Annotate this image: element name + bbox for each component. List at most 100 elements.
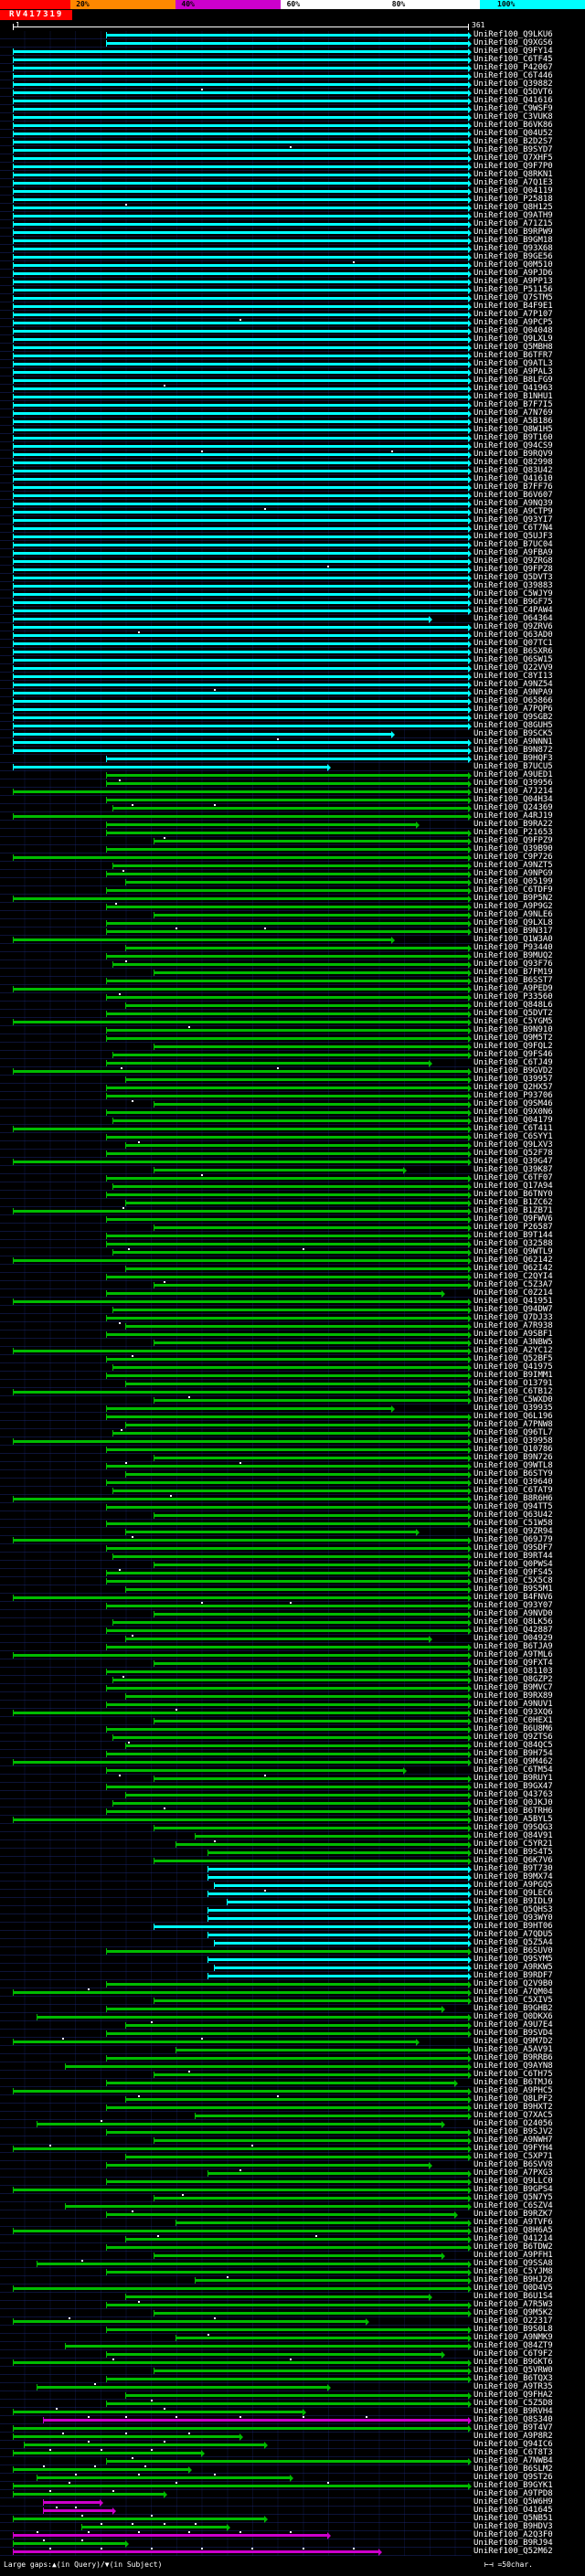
hit-label[interactable]: UniRef100_Q32588 — [473, 1239, 553, 1248]
hit-label[interactable]: UniRef100_Q8GUH5 — [473, 721, 553, 730]
hit-label[interactable]: UniRef100_C5Z3A7 — [473, 1280, 553, 1289]
hit-label[interactable]: UniRef100_B9GM18 — [473, 236, 553, 245]
hit-label[interactable]: UniRef100_B9HQF3 — [473, 754, 553, 763]
hit-label[interactable]: UniRef100_C2QYI4 — [473, 1272, 553, 1281]
hit-bar[interactable] — [153, 1339, 472, 1347]
hit-bar[interactable] — [106, 1684, 472, 1692]
hit-bar[interactable] — [112, 1799, 472, 1807]
hit-label[interactable]: UniRef100_B6TMJ6 — [473, 2078, 553, 2087]
hit-label[interactable]: UniRef100_B9HDV3 — [473, 2522, 553, 2531]
hit-label[interactable]: UniRef100_Q6K7V6 — [473, 1856, 553, 1865]
hit-label[interactable]: UniRef100_A7QM04 — [473, 1988, 553, 1997]
hit-bar[interactable] — [13, 442, 472, 451]
hit-bar[interactable] — [13, 1758, 472, 1766]
hit-bar[interactable] — [13, 360, 472, 368]
hit-bar[interactable] — [106, 1330, 472, 1339]
hit-bar[interactable] — [13, 599, 472, 607]
hit-bar[interactable] — [153, 1775, 472, 1783]
hit-label[interactable]: UniRef100_Q24369 — [473, 803, 553, 812]
hit-bar[interactable] — [13, 237, 472, 245]
hit-label[interactable]: UniRef100_Q41214 — [473, 2234, 553, 2243]
hit-bar[interactable] — [106, 2350, 445, 2359]
hit-bar[interactable] — [112, 1051, 472, 1059]
hit-bar[interactable] — [13, 689, 472, 697]
hit-bar[interactable] — [207, 1873, 472, 1882]
hit-bar[interactable] — [13, 261, 472, 270]
hit-label[interactable]: UniRef100_Q96TL7 — [473, 1428, 553, 1437]
hit-label[interactable]: UniRef100_B4F9E1 — [473, 302, 553, 311]
hit-label[interactable]: UniRef100_B9GX47 — [473, 1782, 553, 1791]
hit-bar[interactable] — [13, 2359, 472, 2367]
hit-label[interactable]: UniRef100_A9PFH1 — [473, 2251, 553, 2260]
hit-bar[interactable] — [13, 327, 472, 335]
hit-bar[interactable] — [153, 1454, 472, 1462]
hit-bar[interactable] — [176, 1840, 472, 1849]
hit-label[interactable]: UniRef100_Q52BF5 — [473, 1354, 553, 1363]
hit-label[interactable]: UniRef100_Q94IC6 — [473, 2440, 553, 2449]
hit-label[interactable]: UniRef100_O65866 — [473, 696, 553, 705]
hit-bar[interactable] — [13, 582, 472, 590]
hit-bar[interactable] — [13, 1594, 472, 1602]
hit-label[interactable]: UniRef100_Q9ZTS6 — [473, 1733, 553, 1742]
hit-bar[interactable] — [106, 1405, 395, 1413]
hit-label[interactable]: UniRef100_B9HJ26 — [473, 2275, 553, 2284]
hit-bar[interactable] — [153, 1717, 472, 1725]
hit-bar[interactable] — [13, 1347, 472, 1355]
hit-label[interactable]: UniRef100_Q39958 — [473, 1436, 553, 1446]
hit-label[interactable]: UniRef100_Q9SSA8 — [473, 2259, 553, 2268]
hit-bar[interactable] — [106, 1577, 472, 1585]
hit-label[interactable]: UniRef100_Q9ATL3 — [473, 359, 553, 368]
hit-bar[interactable] — [13, 541, 472, 549]
hit-label[interactable]: UniRef100_Q0D4V5 — [473, 2284, 553, 2293]
hit-label[interactable]: UniRef100_Q39K87 — [473, 1165, 553, 1174]
hit-label[interactable]: UniRef100_Q0PWS4 — [473, 1560, 553, 1569]
hit-label[interactable]: UniRef100_A2Q3F0 — [473, 2530, 553, 2539]
hit-label[interactable]: UniRef100_Q04048 — [473, 326, 553, 335]
hit-label[interactable]: UniRef100_Q04U52 — [473, 129, 553, 138]
hit-label[interactable]: UniRef100_B6U1S4 — [473, 2292, 553, 2301]
hit-bar[interactable] — [125, 1791, 472, 1799]
hit-bar[interactable] — [13, 2284, 472, 2293]
hit-bar[interactable] — [13, 89, 472, 97]
hit-label[interactable]: UniRef100_A9PHC5 — [473, 2086, 553, 2095]
hit-bar[interactable] — [106, 821, 420, 829]
hit-bar[interactable] — [106, 2161, 432, 2169]
hit-bar[interactable] — [106, 2375, 472, 2383]
hit-label[interactable]: UniRef100_Q5MBH8 — [473, 343, 553, 352]
hit-label[interactable]: UniRef100_O22317 — [473, 2316, 553, 2326]
hit-label[interactable]: UniRef100_P26587 — [473, 1223, 553, 1232]
hit-bar[interactable] — [153, 2367, 472, 2375]
hit-bar[interactable] — [13, 1536, 472, 1544]
hit-bar[interactable] — [13, 179, 472, 187]
hit-bar[interactable] — [13, 895, 472, 903]
hit-label[interactable]: UniRef100_P25818 — [473, 195, 553, 204]
hit-label[interactable]: UniRef100_Q5N7Y5 — [473, 2193, 553, 2202]
hit-label[interactable]: UniRef100_O64364 — [473, 614, 553, 623]
hit-label[interactable]: UniRef100_A9NQ39 — [473, 499, 553, 508]
hit-label[interactable]: UniRef100_Q5DVT2 — [473, 1009, 553, 1018]
hit-bar[interactable] — [13, 2539, 130, 2548]
hit-label[interactable]: UniRef100_B9T160 — [473, 433, 553, 442]
hit-bar[interactable] — [13, 2465, 193, 2474]
hit-bar[interactable] — [13, 2186, 472, 2194]
hit-label[interactable]: UniRef100_B9RT44 — [473, 1552, 553, 1561]
hit-label[interactable]: UniRef100_B9MVC7 — [473, 1683, 553, 1692]
hit-bar[interactable] — [125, 2391, 472, 2400]
hit-bar[interactable] — [106, 31, 472, 39]
hit-label[interactable]: UniRef100_A9U7E4 — [473, 2020, 553, 2030]
hit-label[interactable]: UniRef100_B6TNY0 — [473, 1190, 553, 1199]
hit-label[interactable]: UniRef100_Q05199 — [473, 877, 553, 886]
hit-label[interactable]: UniRef100_B9RA22 — [473, 820, 553, 829]
hit-label[interactable]: UniRef100_A7PNW8 — [473, 1420, 553, 1429]
hit-bar[interactable] — [13, 2548, 382, 2556]
hit-label[interactable]: UniRef100_B6SVV8 — [473, 2160, 553, 2169]
hit-label[interactable]: UniRef100_B2D2S7 — [473, 137, 553, 146]
hit-label[interactable]: UniRef100_B7FM19 — [473, 968, 553, 977]
hit-bar[interactable] — [13, 113, 472, 122]
hit-bar[interactable] — [106, 1314, 472, 1322]
hit-bar[interactable] — [106, 1947, 472, 1956]
hit-bar[interactable] — [13, 1495, 472, 1503]
hit-label[interactable]: UniRef100_Q17A94 — [473, 1182, 553, 1191]
hit-bar[interactable] — [13, 401, 472, 409]
hit-bar[interactable] — [37, 2120, 445, 2128]
